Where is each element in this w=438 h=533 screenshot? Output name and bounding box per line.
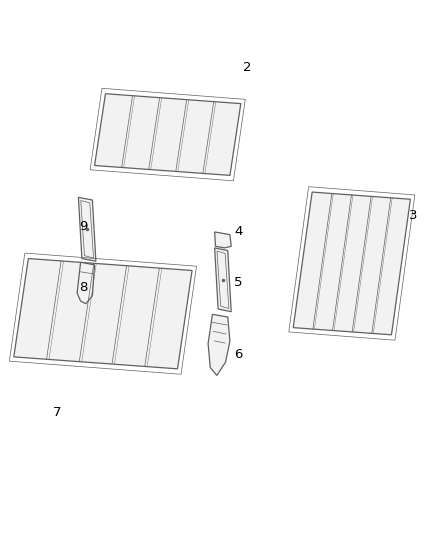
Text: 3: 3 bbox=[409, 209, 417, 222]
Polygon shape bbox=[293, 192, 410, 335]
Text: 8: 8 bbox=[79, 281, 88, 294]
Text: 7: 7 bbox=[53, 406, 62, 419]
Polygon shape bbox=[208, 314, 230, 375]
Polygon shape bbox=[215, 248, 231, 312]
Polygon shape bbox=[95, 94, 241, 175]
Polygon shape bbox=[77, 262, 95, 304]
Polygon shape bbox=[14, 259, 192, 369]
Polygon shape bbox=[78, 197, 96, 261]
Polygon shape bbox=[215, 232, 231, 248]
Text: 4: 4 bbox=[234, 225, 243, 238]
Text: 9: 9 bbox=[79, 220, 88, 233]
Text: 5: 5 bbox=[234, 276, 243, 289]
Text: 6: 6 bbox=[234, 348, 243, 361]
Text: 2: 2 bbox=[243, 61, 251, 74]
